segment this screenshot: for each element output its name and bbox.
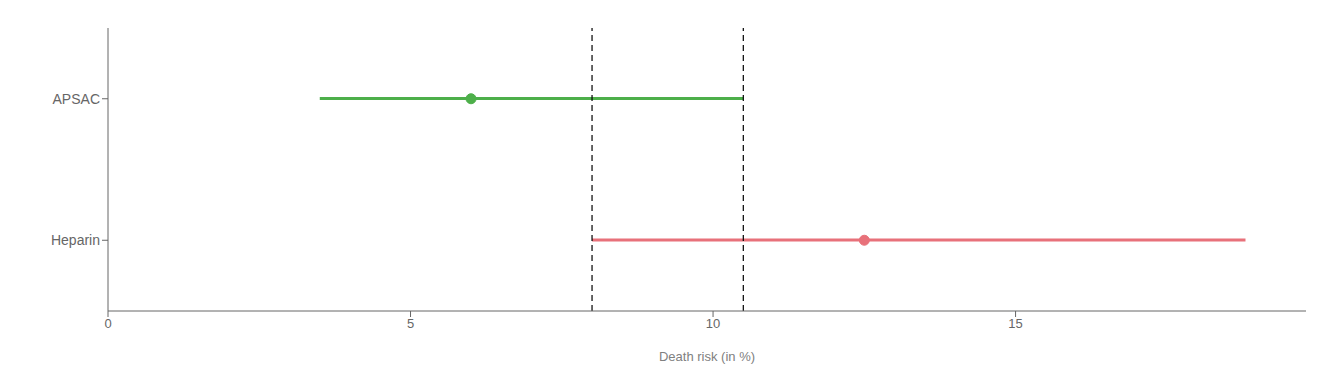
svg-text:0: 0 — [104, 316, 111, 331]
svg-text:5: 5 — [407, 316, 414, 331]
svg-text:Death risk (in %): Death risk (in %) — [659, 349, 755, 364]
svg-text:APSAC: APSAC — [53, 91, 100, 107]
svg-text:10: 10 — [706, 316, 720, 331]
svg-text:Heparin: Heparin — [51, 232, 100, 248]
svg-text:15: 15 — [1008, 316, 1022, 331]
